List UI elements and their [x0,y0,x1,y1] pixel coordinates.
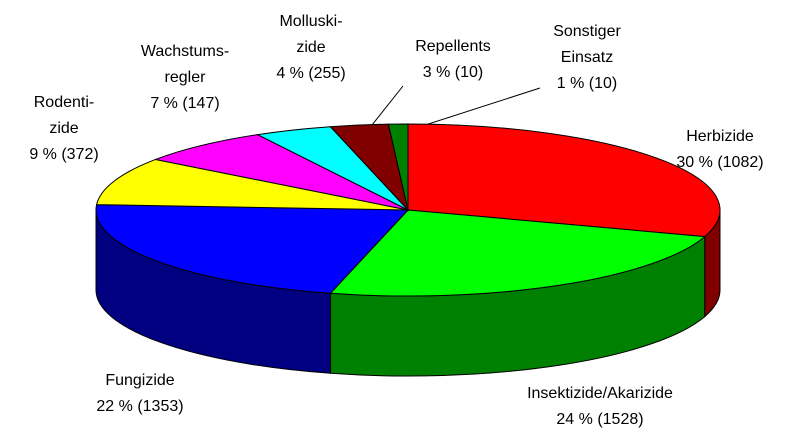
slice [407,123,721,238]
tops [95,123,721,297]
leader-line [367,85,404,131]
slice-label: zide [296,39,325,56]
value-label: 9 % (372) [29,146,98,163]
slice [153,134,409,211]
slice [329,209,706,297]
slice [95,158,409,211]
slice-label: Insektizide/Akarizide [527,385,673,402]
slice-label: Rodenti- [34,94,94,111]
value-label: 1 % (10) [557,75,617,92]
slice-label: Fungizide [105,372,174,389]
slice-label: regler [165,69,207,86]
value-label: 22 % (1353) [96,398,183,415]
slice-label: zide [49,120,78,137]
slice [387,123,409,211]
slice-label: Herbizide [686,128,754,145]
value-label: 4 % (255) [276,65,345,82]
sides [95,209,721,377]
value-label: 24 % (1528) [556,411,643,428]
slice-label: Repellents [415,38,491,55]
slice-label: Einsatz [561,49,613,66]
slice-label: Wachstums- [141,43,229,60]
leader-line [415,87,541,129]
slice [95,204,410,294]
value-label: 7 % (147) [150,95,219,112]
value-label: 3 % (10) [423,64,483,81]
value-label: 30 % (1082) [676,154,763,171]
slice-label: Molluski- [279,13,342,30]
slice-label: Sonstiger [553,23,621,40]
